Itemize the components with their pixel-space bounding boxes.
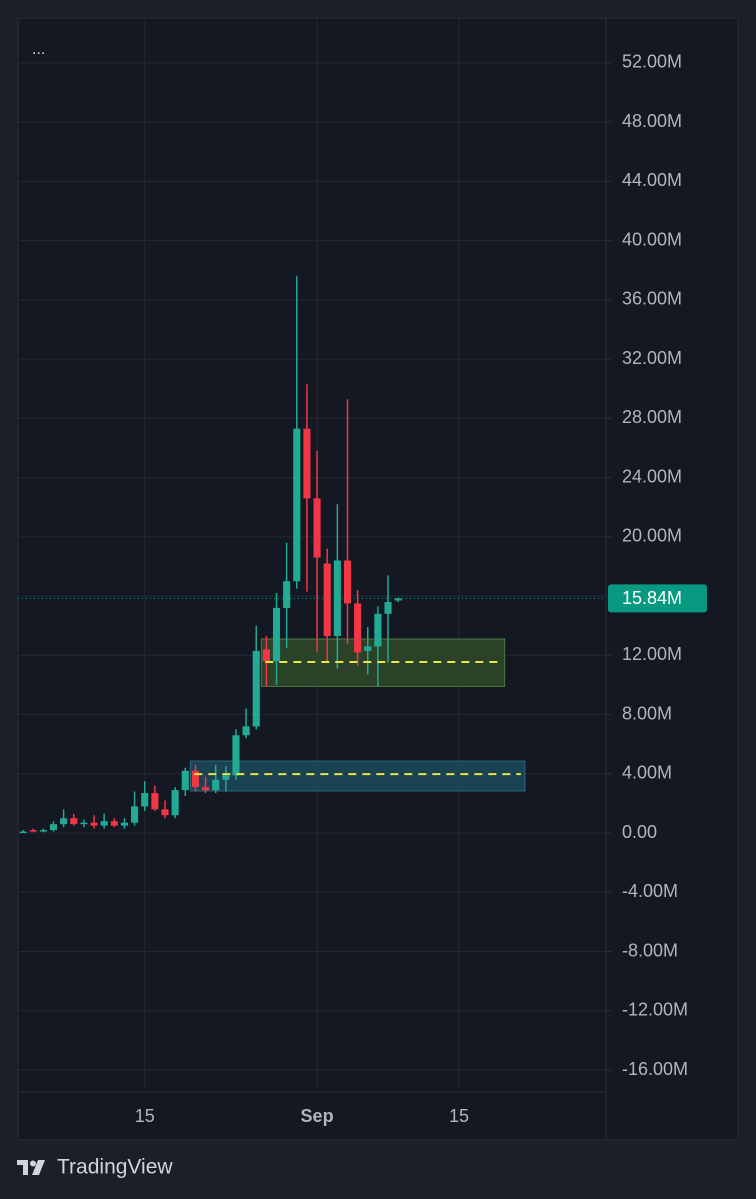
candle-body [374, 613, 382, 647]
candle-body [161, 809, 169, 816]
y-tick-label: 0.00 [622, 822, 657, 842]
candle-body [323, 563, 331, 637]
y-tick-label: 28.00M [622, 407, 682, 427]
y-tick-label: 52.00M [622, 52, 682, 72]
candle-body [252, 650, 260, 727]
y-tick-label: 48.00M [622, 111, 682, 131]
candle-body [202, 787, 210, 791]
x-tick-label: 15 [135, 1106, 155, 1126]
candle-body [394, 598, 402, 601]
candle-body [90, 822, 98, 826]
y-tick-label: 32.00M [622, 348, 682, 368]
candle-body [60, 818, 68, 825]
last-price-box [608, 584, 707, 613]
candle-body [293, 428, 301, 582]
candle-body [283, 581, 291, 608]
candle-body [131, 806, 139, 823]
candle-body [141, 793, 149, 807]
candle-body [39, 830, 47, 832]
y-tick-label: 44.00M [622, 170, 682, 190]
candle-body [151, 793, 159, 810]
y-tick-label: 12.00M [622, 644, 682, 664]
candle-body [242, 726, 250, 736]
brand-logo[interactable] [17, 1160, 45, 1175]
candle-body [110, 821, 118, 826]
candle-body [70, 818, 78, 825]
y-tick-label: 36.00M [622, 289, 682, 309]
zone [189, 760, 526, 792]
candle-body [171, 790, 179, 816]
candle-body [333, 560, 341, 637]
logo-part [32, 1160, 45, 1175]
x-tick-label: 15 [449, 1106, 469, 1126]
y-tick-label: 4.00M [622, 763, 672, 783]
candle-body [272, 607, 281, 662]
candle-body [191, 770, 199, 788]
candle-body [19, 831, 27, 834]
y-tick-label: 20.00M [622, 526, 682, 546]
grid [18, 18, 606, 1090]
candle-body [313, 498, 321, 558]
candle-body [364, 646, 372, 651]
candle-body [100, 821, 108, 826]
x-tick-label: Sep [301, 1106, 334, 1126]
candle-body [181, 770, 189, 791]
chart-panel [17, 17, 739, 1141]
candle-body [303, 428, 311, 499]
candle-body [49, 824, 58, 831]
candle-body [232, 735, 240, 776]
candle-body [120, 822, 128, 826]
y-tick-label: -4.00M [622, 881, 678, 901]
y-tick-label: 8.00M [622, 703, 672, 723]
logo-part [17, 1160, 28, 1175]
candle-body [80, 822, 88, 825]
brand-name[interactable]: TradingView [57, 1156, 173, 1179]
candle-body [212, 779, 220, 791]
candle-body [343, 560, 352, 604]
candle-body [222, 775, 230, 780]
candle-body [262, 649, 270, 662]
y-tick-label: -8.00M [622, 940, 678, 960]
candle-body [354, 603, 362, 653]
y-tick-label: 40.00M [622, 229, 682, 249]
last-price-label: 15.84M [622, 588, 682, 608]
y-tick-label: 24.00M [622, 466, 682, 486]
y-tick-label: -12.00M [622, 1000, 688, 1020]
candle-body [384, 601, 392, 614]
candle-body [29, 830, 37, 832]
logo-part [30, 1160, 36, 1167]
y-tick-label: -16.00M [622, 1059, 688, 1079]
menu[interactable]: ... [32, 41, 45, 58]
